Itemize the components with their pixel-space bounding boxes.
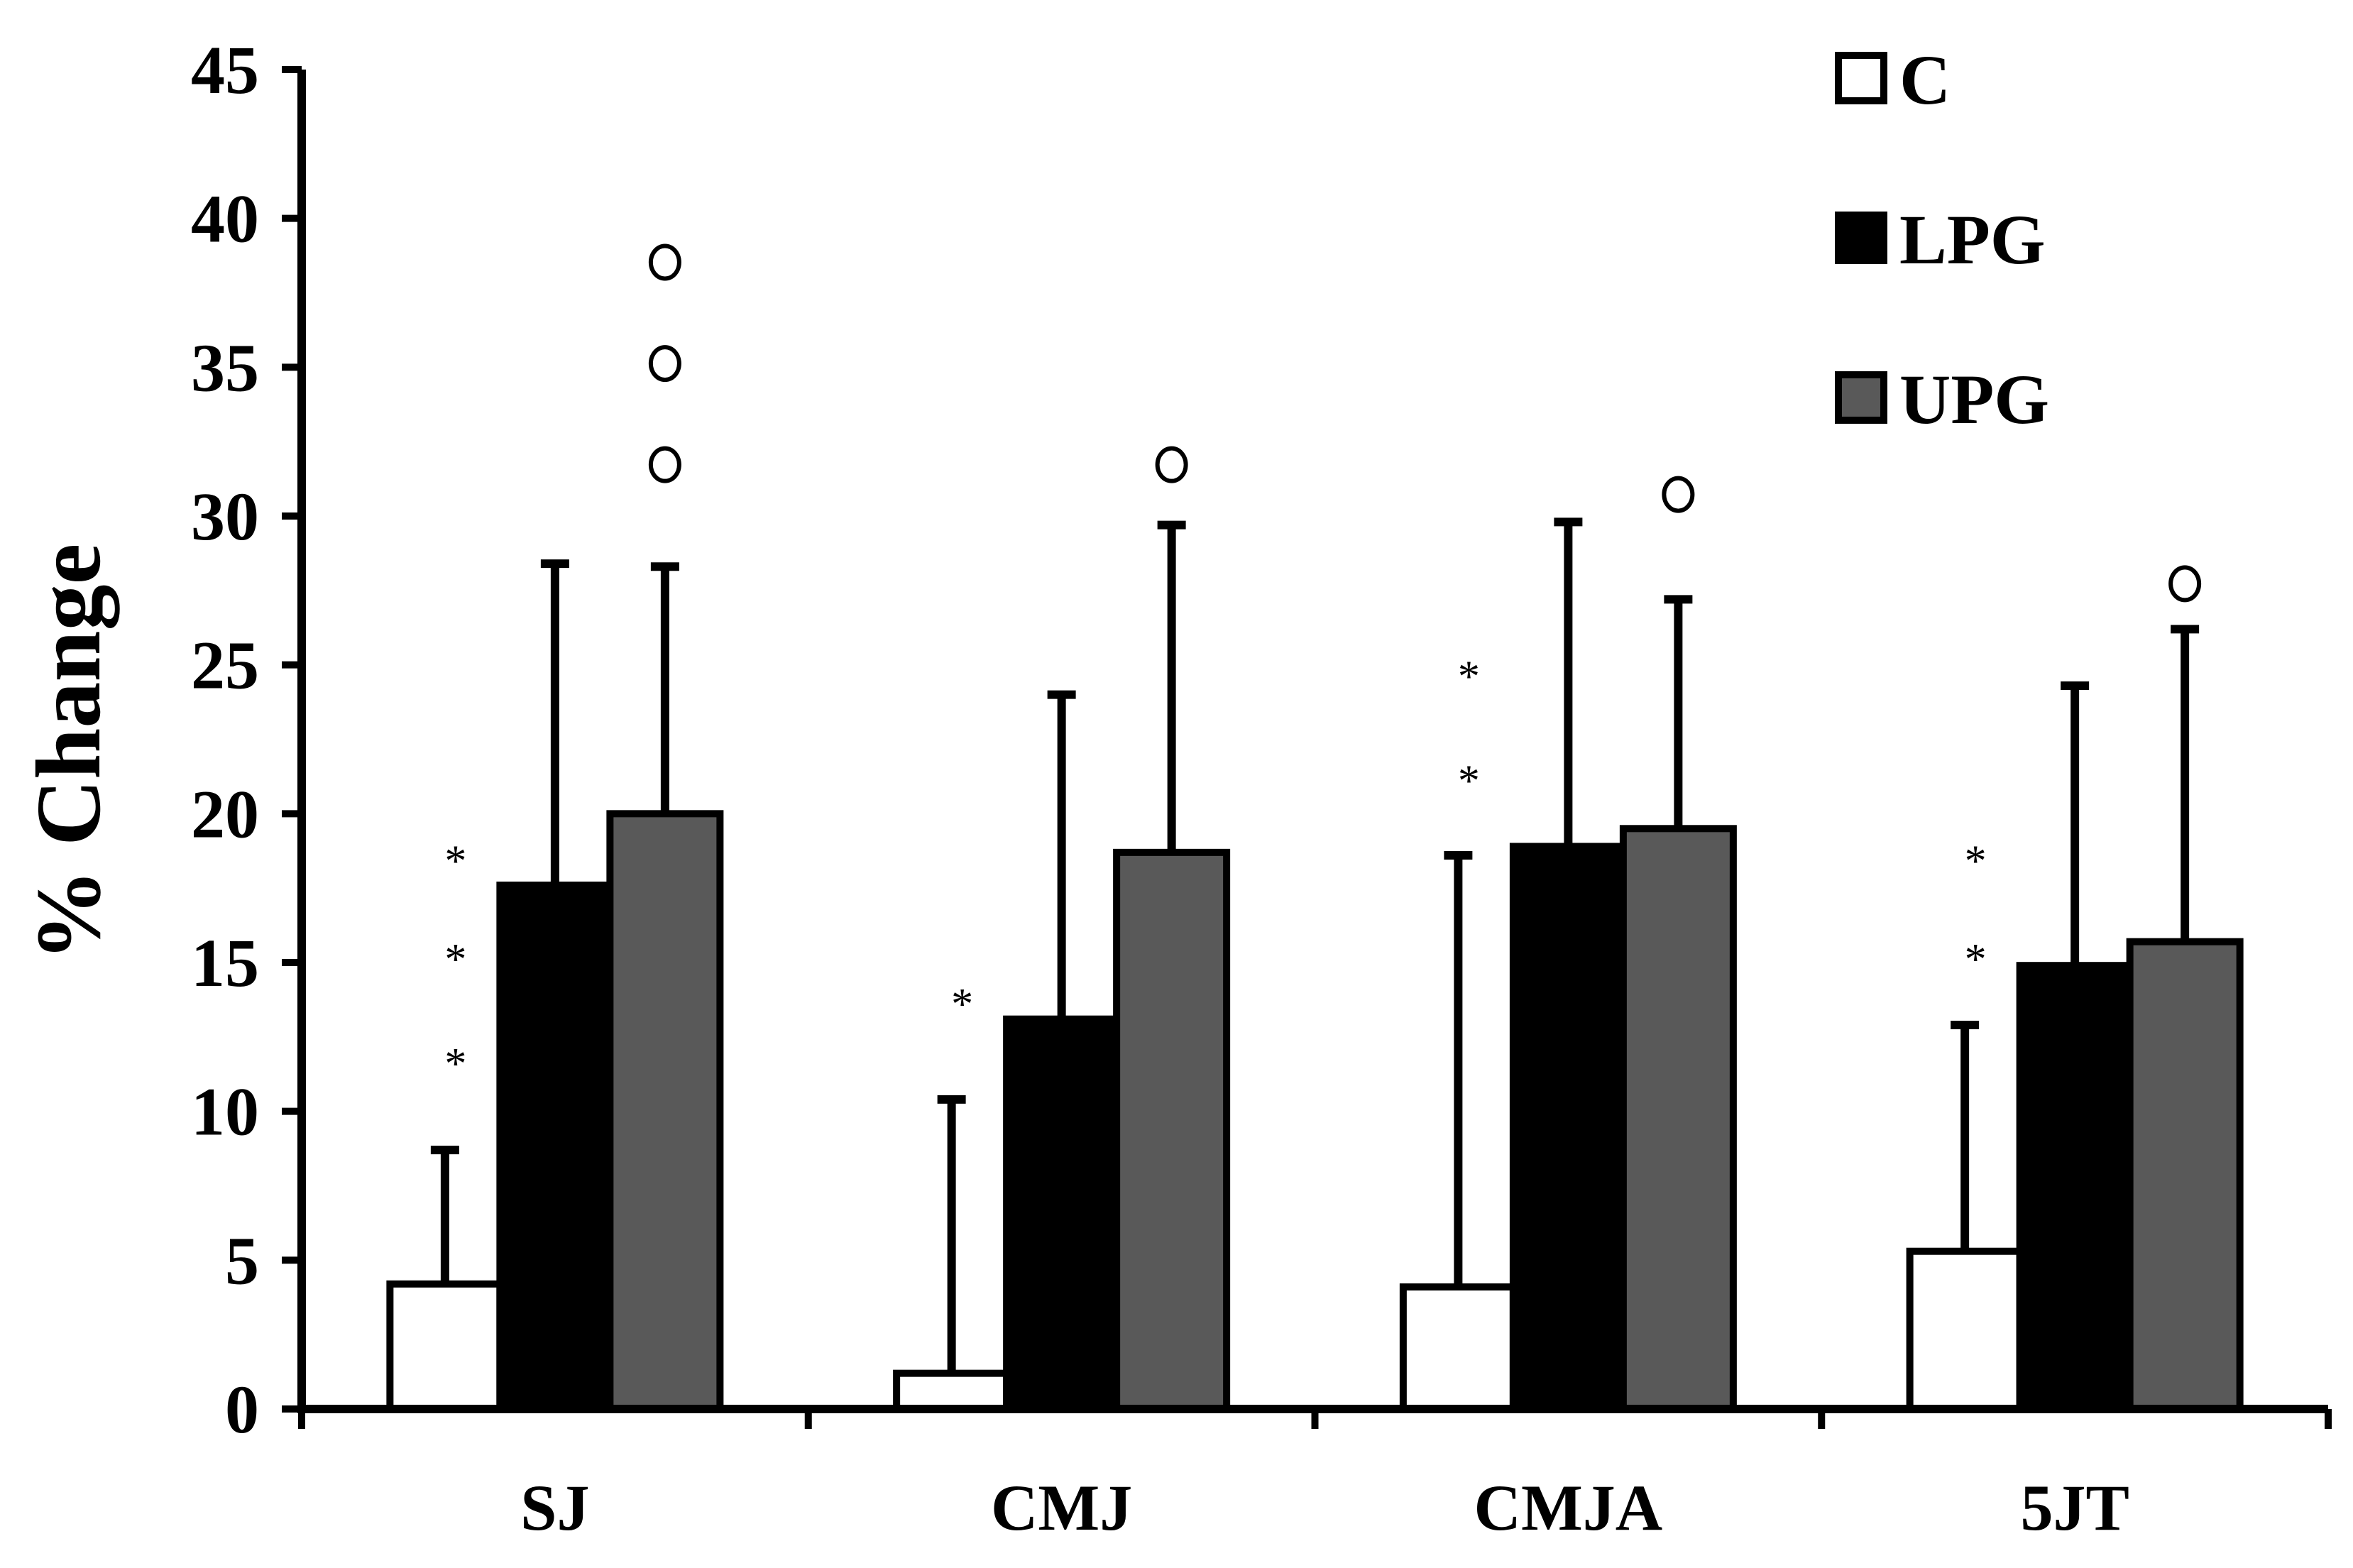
- bar-lpg-cmja: [1509, 843, 1627, 1413]
- x-tick-label-cmj: CMJ: [991, 1471, 1132, 1544]
- y-tick-label-10: 10: [191, 1074, 259, 1150]
- annotation-star-cmj-0: *: [951, 980, 973, 1029]
- bar-upg-5jt: [2126, 938, 2244, 1413]
- y-tick-label-15: 15: [191, 925, 259, 1001]
- annotation-circle-5jt-0: [2168, 565, 2202, 603]
- legend-label-upg: UPG: [1899, 360, 2049, 439]
- y-tick-label-45: 45: [191, 32, 259, 108]
- bar-c-cmja: [1399, 1283, 1517, 1413]
- legend-label-lpg: LPG: [1899, 200, 2046, 279]
- bar-c-5jt: [1906, 1247, 2024, 1413]
- legend-swatch-upg: [1835, 371, 1887, 424]
- x-tick-label-sj: SJ: [520, 1471, 589, 1544]
- legend-label-c: C: [1899, 40, 1951, 119]
- bar-upg-cmja: [1619, 825, 1737, 1413]
- y-tick-label-5: 5: [225, 1222, 259, 1298]
- bar-lpg-sj: [496, 881, 614, 1413]
- y-tick-label-20: 20: [191, 776, 259, 852]
- bar-c-cmj: [893, 1369, 1011, 1413]
- annotation-circle-cmj-0: [1155, 446, 1188, 483]
- annotation-star-cmja-1: *: [1458, 653, 1480, 701]
- y-tick-label-30: 30: [191, 478, 259, 554]
- y-axis-label: % Change: [18, 544, 120, 962]
- y-tick-label-25: 25: [191, 627, 259, 703]
- annotation-star-5jt-1: *: [1965, 838, 1987, 886]
- annotation-star-sj-0: *: [444, 1040, 466, 1088]
- y-tick-label-40: 40: [191, 181, 259, 257]
- legend-swatch-c: [1835, 52, 1887, 104]
- legend-swatch-lpg: [1835, 212, 1887, 264]
- bar-upg-sj: [606, 810, 724, 1413]
- annotation-circle-sj-1: [648, 345, 681, 383]
- bar-c-sj: [386, 1280, 504, 1413]
- annotation-circle-sj-2: [648, 243, 681, 281]
- y-tick-label-35: 35: [191, 329, 259, 405]
- annotation-circle-cmja-0: [1662, 476, 1695, 513]
- annotation-star-sj-1: *: [444, 936, 466, 984]
- bar-upg-cmj: [1113, 848, 1231, 1413]
- annotation-star-5jt-0: *: [1965, 936, 1987, 984]
- annotation-star-sj-2: *: [444, 838, 466, 886]
- annotation-star-cmja-0: *: [1458, 757, 1480, 805]
- bar-lpg-5jt: [2016, 962, 2134, 1413]
- bar-lpg-cmj: [1003, 1015, 1121, 1413]
- annotation-circle-sj-0: [648, 446, 681, 483]
- y-tick-label-0: 0: [225, 1371, 259, 1447]
- x-tick-label-cmja: CMJA: [1474, 1471, 1663, 1544]
- x-tick-label-5jt: 5JT: [2020, 1471, 2129, 1544]
